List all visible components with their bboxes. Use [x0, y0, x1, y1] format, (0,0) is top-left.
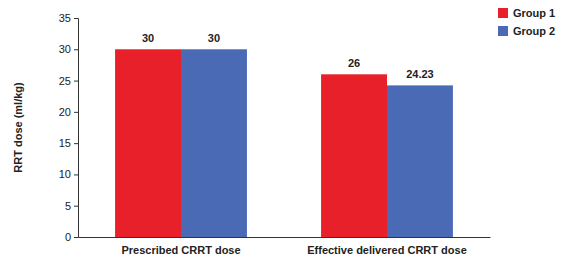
- y-tick-mark: [74, 81, 78, 82]
- y-tick-label: 25: [59, 75, 71, 87]
- y-tick: 10: [59, 168, 78, 180]
- data-label: 30: [142, 32, 154, 44]
- data-labels: 30 26 30 24.23: [142, 32, 434, 80]
- y-tick-mark: [74, 206, 78, 207]
- x-tick: Prescribed CRRT dose: [121, 237, 240, 256]
- y-tick-label: 0: [65, 231, 71, 243]
- legend-swatch: [498, 26, 508, 36]
- y-tick-label: 5: [65, 200, 71, 212]
- data-label: 24.23: [406, 68, 434, 80]
- bar: [321, 74, 387, 237]
- y-tick-label: 35: [59, 12, 71, 24]
- legend: Group 1 Group 2: [498, 7, 555, 37]
- plot: 30 26 30 24.23 0 5 10 15 20 25 30 35 Prescribed CRRT…: [59, 12, 491, 256]
- legend-item: Group 1: [498, 7, 555, 19]
- legend-label: Group 2: [513, 25, 555, 37]
- y-tick: 15: [59, 137, 78, 149]
- y-tick: 35: [59, 12, 78, 24]
- legend-item: Group 2: [498, 25, 555, 37]
- chart: 30 26 30 24.23 0 5 10 15 20 25 30 35 Prescribed CRRT…: [0, 0, 564, 264]
- bar: [115, 49, 181, 237]
- y-tick-label: 10: [59, 168, 71, 180]
- data-label: 26: [348, 57, 360, 69]
- y-axis-line: [74, 19, 79, 238]
- y-tick-mark: [74, 112, 78, 113]
- y-tick-mark: [74, 143, 78, 144]
- y-axis: 0 5 10 15 20 25 30 35: [59, 12, 79, 243]
- y-tick: 30: [59, 43, 78, 55]
- y-axis-title: RRT dose (ml/kg): [12, 82, 24, 173]
- x-axis: Prescribed CRRT dose Effective delivered …: [79, 237, 491, 256]
- y-tick: 5: [65, 200, 78, 212]
- y-tick-mark: [74, 49, 78, 50]
- y-tick-label: 20: [59, 106, 71, 118]
- y-tick-label: 30: [59, 43, 71, 55]
- bars: [115, 49, 453, 237]
- y-tick: 20: [59, 106, 78, 118]
- y-tick: 0: [65, 231, 78, 243]
- x-tick: Effective delivered CRRT dose: [307, 237, 467, 256]
- x-tick-label: Effective delivered CRRT dose: [307, 244, 467, 256]
- y-tick: 25: [59, 75, 78, 87]
- y-tick-mark: [74, 174, 78, 175]
- x-tick-label: Prescribed CRRT dose: [121, 244, 240, 256]
- x-axis-line: [79, 237, 491, 238]
- y-tick-mark: [74, 18, 78, 19]
- y-tick-label: 15: [59, 137, 71, 149]
- legend-swatch: [498, 8, 508, 18]
- data-label: 30: [208, 32, 220, 44]
- bar: [181, 49, 247, 237]
- bar: [387, 85, 453, 237]
- legend-label: Group 1: [513, 7, 555, 19]
- y-tick-mark: [74, 237, 78, 238]
